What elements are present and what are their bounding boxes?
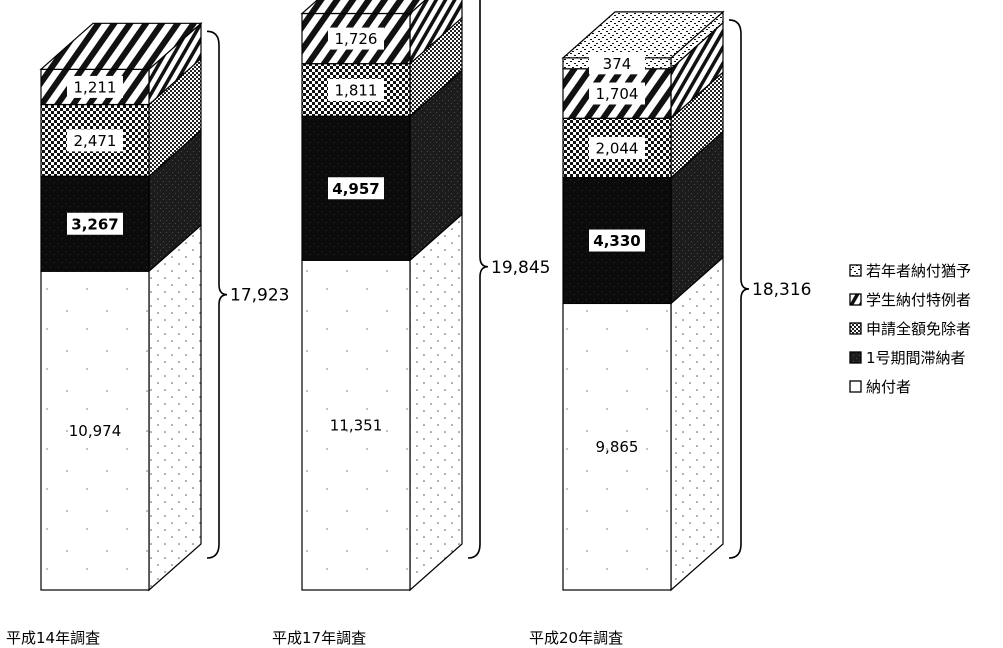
data-label-box bbox=[589, 82, 645, 105]
category-label: 平成17年調査 bbox=[272, 629, 366, 647]
data-label: 9,865 bbox=[596, 438, 639, 456]
legend-swatch bbox=[849, 380, 862, 393]
total-bracket bbox=[728, 19, 750, 559]
data-label-box bbox=[328, 78, 384, 101]
data-label: 11,351 bbox=[330, 417, 383, 435]
legend-label: 申請全額免除者 bbox=[866, 320, 971, 338]
data-label: 4,957 bbox=[332, 180, 379, 198]
data-label-box bbox=[67, 75, 123, 98]
bar-top-face-1 bbox=[39, 22, 203, 70]
total-bracket bbox=[467, 0, 489, 559]
legend-swatch bbox=[849, 293, 862, 306]
data-label-box bbox=[67, 212, 123, 235]
data-label: 1,811 bbox=[335, 81, 378, 99]
data-label-box bbox=[328, 27, 384, 50]
bar-segment-1-納付者 bbox=[40, 270, 150, 591]
legend-label: 学生納付特例者 bbox=[866, 291, 971, 309]
data-label-box bbox=[67, 129, 123, 152]
data-label-box bbox=[328, 177, 384, 200]
category-label: 平成20年調査 bbox=[529, 629, 623, 647]
total-label: 19,845 bbox=[491, 258, 550, 278]
data-label: 374 bbox=[603, 55, 632, 73]
total-label: 17,923 bbox=[230, 286, 289, 306]
total-label: 18,316 bbox=[752, 280, 811, 300]
legend-swatch bbox=[849, 264, 862, 277]
legend-label: 納付者 bbox=[866, 378, 911, 396]
data-label: 1,211 bbox=[74, 78, 117, 96]
data-label: 4,330 bbox=[593, 232, 640, 250]
legend-swatch bbox=[849, 351, 862, 364]
bar-top-face-2 bbox=[300, 0, 427, 15]
data-label: 2,044 bbox=[596, 139, 639, 157]
bar-segment-2-納付者-side bbox=[409, 212, 463, 592]
bar-segment-1-納付者-side bbox=[148, 223, 202, 592]
bar-segment-3-申請全額免除者 bbox=[562, 117, 672, 179]
data-label-box bbox=[589, 52, 645, 75]
total-bracket bbox=[206, 30, 228, 559]
bar-segment-3-納付者 bbox=[562, 302, 672, 591]
data-label: 2,471 bbox=[74, 132, 117, 150]
bar-segment-3-納付者-side bbox=[670, 256, 724, 592]
legend-label: 若年者納付猶予 bbox=[866, 262, 971, 280]
data-label: 1,726 bbox=[335, 30, 378, 48]
legend-label: 1号期間滞納者 bbox=[866, 349, 966, 367]
data-label: 10,974 bbox=[69, 422, 122, 440]
category-label: 平成14年調査 bbox=[6, 629, 100, 647]
data-label-box bbox=[589, 136, 645, 159]
data-label: 1,704 bbox=[596, 85, 639, 103]
data-label: 3,267 bbox=[71, 215, 118, 233]
data-label-box bbox=[589, 229, 645, 252]
legend-swatch bbox=[849, 322, 862, 335]
